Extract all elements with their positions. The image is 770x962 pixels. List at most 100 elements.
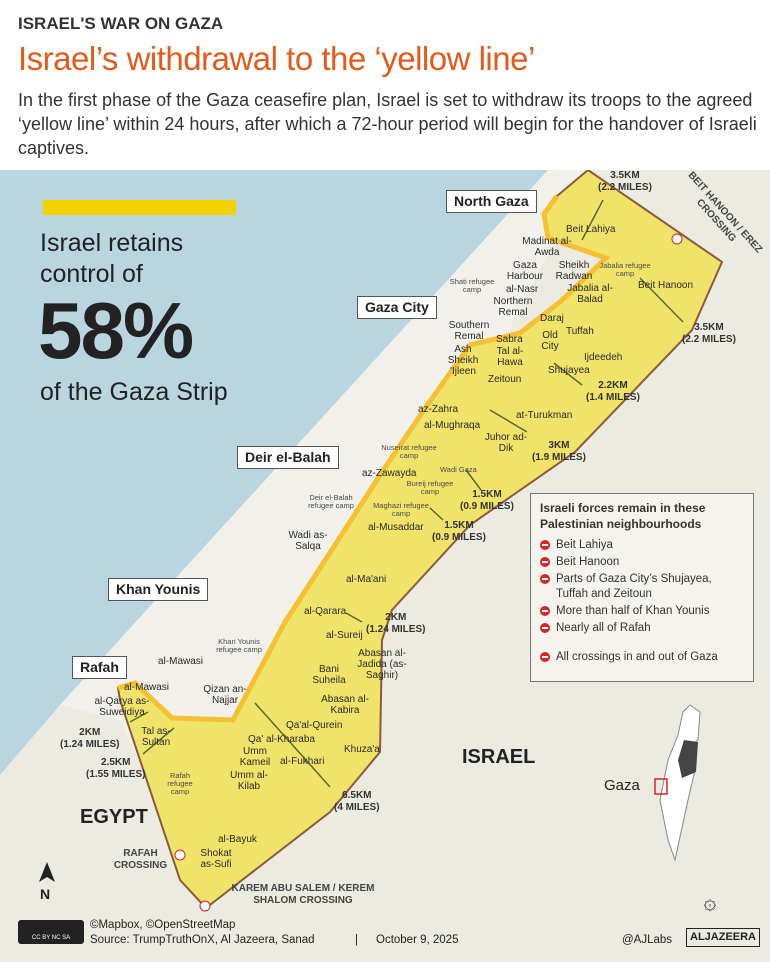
- place-label: Southern Remal: [448, 320, 490, 342]
- place-label: Rafah refugee camp: [167, 771, 193, 796]
- place-label: Bani Suheila: [312, 664, 346, 686]
- distance-miles: (1.55 MILES): [86, 769, 146, 780]
- place-label: al-Musaddar: [368, 522, 424, 533]
- region-north-gaza: North Gaza: [446, 190, 537, 213]
- place-label: at-Turukman: [516, 410, 573, 421]
- aljazeera-logo: ALJAZEERA: [686, 928, 761, 947]
- distance-miles: (1.4 MILES): [586, 392, 640, 403]
- no-entry-icon: [540, 652, 550, 662]
- legend-item: More than half of Khan Younis: [540, 604, 744, 619]
- no-entry-icon: [540, 557, 550, 567]
- distance-label: 2.5KM (1.55 MILES): [86, 757, 145, 781]
- legend-item-label: Beit Hanoon: [556, 556, 620, 568]
- legend-item: Beit Hanoon: [540, 555, 744, 570]
- inset-gaza-marker: [654, 778, 668, 795]
- distance-miles: (1.9 MILES): [532, 452, 586, 463]
- distance-miles: (2.2 MILES): [598, 182, 652, 193]
- yellow-line-key: [43, 200, 236, 215]
- place-label: Wadi as-Salqa: [288, 530, 328, 552]
- legend-item-label: More than half of Khan Younis: [556, 605, 710, 617]
- place-label: al-Mughraqa: [424, 420, 481, 431]
- crossing-icon: [174, 849, 186, 861]
- place-label: Tal al-Hawa: [496, 346, 524, 368]
- no-entry-icon: [540, 606, 550, 616]
- place-label: Sheikh Radwan: [555, 260, 593, 282]
- place-label: Nuseirat refugee camp: [381, 443, 437, 460]
- place-label: Deir el-Balah refugee camp: [308, 493, 354, 510]
- place-label: Umm al-Kilab: [230, 770, 268, 792]
- place-label: Ash Sheikh 'Ijleen: [447, 344, 479, 377]
- place-label: Jabalia al-Balad: [567, 283, 613, 305]
- crossing-icon: [671, 233, 683, 245]
- crossing-label: RAFAH CROSSING: [113, 848, 168, 871]
- distance-km: 3.5KM: [694, 322, 724, 333]
- source: Source: TrumpTruthOnX, Al Jazeera, Sanad: [90, 934, 315, 946]
- place-label: Beit Hanoon: [638, 280, 694, 291]
- legend-item: Nearly all of Rafah: [540, 621, 744, 636]
- cc-license-icon: CC BY NC SA: [18, 920, 84, 944]
- distance-arrow: [429, 507, 444, 521]
- distance-label: 1.5KM (0.9 MILES): [460, 489, 514, 513]
- place-label: Khan Younis refugee camp: [216, 637, 262, 654]
- footer: CC BY NC SA ©Mapbox, ©OpenStreetMap Sour…: [0, 889, 770, 962]
- kicker: ISRAEL'S WAR ON GAZA: [18, 14, 224, 33]
- distance-arrow: [581, 199, 604, 241]
- distance-km: 1.5KM: [444, 520, 474, 531]
- legend-item: All crossings in and out of Gaza: [540, 650, 744, 665]
- place-label: al-Fukhari: [280, 756, 325, 767]
- place-label: al-Mawasi: [124, 682, 170, 693]
- inset-palestine-map: [659, 704, 701, 862]
- place-label: Shokat as-Sufi: [200, 848, 232, 870]
- distance-km: 6.5KM: [342, 790, 372, 801]
- distance-label: 3KM (1.9 MILES): [532, 440, 586, 464]
- inset-west-bank: [678, 740, 698, 778]
- no-entry-icon: [540, 623, 550, 633]
- distance-km: 2.2KM: [598, 380, 628, 391]
- handle: @AJLabs: [622, 934, 673, 946]
- place-label: Bureij refugee camp: [406, 479, 454, 496]
- legend-item-label: All crossings in and out of Gaza: [556, 651, 718, 663]
- place-label: al-Nasr: [506, 284, 539, 295]
- place-label: Abasan al-Kabira: [321, 694, 369, 716]
- distance-arrow: [489, 409, 528, 433]
- place-label: Qa'al-Qurein: [286, 720, 343, 731]
- place-label: Tal as-Sultan: [141, 726, 171, 748]
- distance-km: 2KM: [385, 612, 407, 623]
- dek: In the first phase of the Gaza ceasefire…: [18, 90, 757, 158]
- place-label: Old City: [541, 330, 559, 352]
- legend-item-label: Beit Lahiya: [556, 539, 613, 551]
- map-shapes: [0, 170, 724, 912]
- place-label: Sabra: [496, 334, 523, 345]
- distance-arrow: [465, 469, 482, 491]
- place-label: al-Qarara: [304, 606, 347, 617]
- place-label: Wadi Gaza: [440, 465, 477, 474]
- distance-km: 3KM: [548, 440, 570, 451]
- sea: [0, 170, 548, 775]
- place-label: Khuza'a: [344, 744, 380, 755]
- distance-miles: (2.2 MILES): [682, 334, 736, 345]
- place-label: Northern Remal: [493, 296, 533, 318]
- distance-label: 2KM (1.24 MILES): [366, 612, 425, 636]
- legend-title: Israeli forces remain in these Palestini…: [540, 501, 706, 531]
- distance-km: 1.5KM: [472, 489, 502, 500]
- distance-label: 2KM (1.24 MILES): [60, 727, 119, 751]
- place-label: Gaza Harbour: [506, 260, 544, 282]
- distance-miles: (1.24 MILES): [366, 624, 426, 635]
- legend-item: Beit Lahiya: [540, 538, 744, 553]
- distance-arrow: [553, 362, 583, 386]
- place-label: Zeitoun: [488, 374, 522, 385]
- callout-line: Israel retains: [40, 229, 184, 257]
- distance-miles: (0.9 MILES): [460, 501, 514, 512]
- no-entry-icon: [540, 540, 550, 550]
- distance-label: 1.5KM (0.9 MILES): [432, 520, 486, 544]
- distance-km: 3.5KM: [610, 170, 640, 181]
- place-label: Juhor ad-Dik: [484, 432, 528, 454]
- legend: Israeli forces remain in these Palestini…: [530, 493, 754, 682]
- place-label: Maghazi refugee camp: [373, 501, 429, 518]
- crossing-label: KAREM ABU SALEM / KEREM SHALOM CROSSING: [231, 883, 375, 906]
- place-label: Abasan al-Jadida (as-Saghir): [357, 648, 407, 681]
- north-arrow-icon: [39, 862, 55, 882]
- legend-item: Parts of Gaza City’s Shujayea, Tuffah an…: [540, 572, 744, 602]
- country-israel: ISRAEL: [462, 746, 536, 768]
- crossing-icon: [199, 900, 211, 912]
